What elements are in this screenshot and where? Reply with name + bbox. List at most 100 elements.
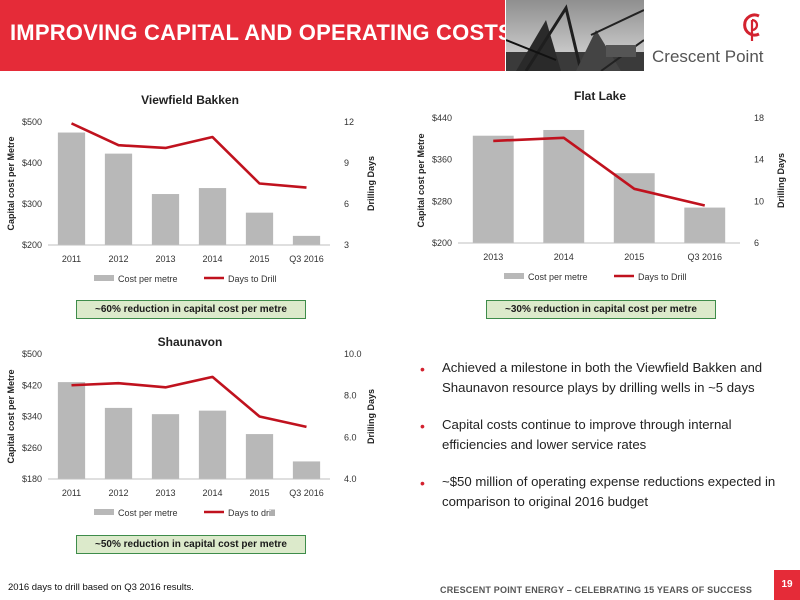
cost-bar (245, 212, 274, 245)
y-axis-label: Capital cost per Metre (6, 136, 16, 230)
cost-bar (613, 173, 655, 243)
cost-bar (104, 153, 133, 245)
bullet-item: • ~$50 million of operating expense reduc… (420, 472, 792, 512)
y2-tick-label: 9 (344, 158, 349, 168)
y-tick-label: $500 (22, 117, 42, 127)
cost-bar (292, 461, 321, 479)
cost-bar (472, 135, 514, 243)
shaunavon-chart: Shaunavon $180 $260 $340 $420 $500 4.0 6.0 8.0 10… (6, 335, 376, 518)
footer-tagline: CRESCENT POINT ENERGY – CELEBRATING 15 Y… (440, 585, 753, 595)
drilling-rig-photo (506, 0, 644, 71)
y2-tick-label: 18 (754, 113, 764, 123)
bullet-text: Capital costs continue to improve throug… (442, 417, 732, 452)
x-tick-label: 2011 (62, 488, 81, 498)
bullet-item: • Achieved a milestone in both the Viewfi… (420, 358, 792, 398)
x-tick-label: 2013 (483, 252, 503, 262)
bullet-text: ~$50 million of operating expense reduct… (442, 474, 776, 509)
y-tick-label: $200 (22, 240, 42, 250)
x-tick-label: 2014 (202, 488, 222, 498)
viewfield-bakken-chart: Viewfield Bakken $200 $300 $400 $500 3 6 9 12 Cap… (6, 93, 376, 284)
x-tick-label: Q3 2016 (289, 254, 324, 264)
legend-label: Cost per metre (118, 274, 178, 284)
chart-title: Shaunavon (158, 335, 223, 349)
y-tick-label: $400 (22, 158, 42, 168)
y2-tick-label: 6 (754, 238, 759, 248)
y-tick-label: $280 (432, 196, 452, 206)
y2-axis-label: Drilling Days (366, 389, 376, 444)
y2-tick-label: 6.0 (344, 432, 357, 442)
x-tick-label: 2015 (624, 252, 644, 262)
y-axis-label: Capital cost per Metre (6, 369, 16, 463)
cost-bar (684, 207, 726, 243)
legend-label: Days to drill (228, 508, 275, 518)
days-to-drill-line (70, 122, 307, 189)
cost-bar (57, 132, 86, 245)
bullet-list: • Achieved a milestone in both the Viewfi… (420, 358, 792, 529)
legend-label: Cost per metre (528, 272, 588, 282)
cost-bar (151, 194, 180, 245)
y-tick-label: $420 (22, 380, 42, 390)
x-tick-label: Q3 2016 (687, 252, 722, 262)
y2-tick-label: 12 (344, 117, 354, 127)
bullet-text: Achieved a milestone in both the Viewfie… (442, 360, 763, 395)
x-tick-label: 2012 (108, 254, 128, 264)
y-tick-label: $360 (432, 155, 452, 165)
y2-tick-label: 10 (754, 196, 764, 206)
chart-title: Viewfield Bakken (141, 93, 239, 107)
y-tick-label: $260 (22, 443, 42, 453)
chart-title: Flat Lake (574, 89, 626, 103)
x-tick-label: 2014 (554, 252, 574, 262)
cost-bar (151, 414, 180, 479)
y-tick-label: $200 (432, 238, 452, 248)
legend-bar-swatch (504, 273, 524, 279)
reduction-callout-shaunavon: ~50% reduction in capital cost per metre (76, 535, 306, 554)
x-tick-label: 2011 (62, 254, 81, 264)
y2-tick-label: 14 (754, 155, 764, 165)
legend-bar-swatch (94, 509, 114, 515)
x-tick-label: 2012 (108, 488, 128, 498)
bullet-dot-icon: • (420, 361, 425, 377)
y-tick-label: $180 (22, 474, 42, 484)
legend-label: Cost per metre (118, 508, 178, 518)
y2-tick-label: 4.0 (344, 474, 357, 484)
y2-axis-label: Drilling Days (366, 156, 376, 211)
x-tick-label: 2013 (155, 488, 175, 498)
cost-bar (198, 410, 227, 479)
footnote: 2016 days to drill based on Q3 2016 resu… (8, 582, 194, 593)
logo-text: Crescent Point (652, 47, 764, 66)
y-tick-label: $340 (22, 412, 42, 422)
cost-bar (245, 434, 274, 479)
x-tick-label: 2015 (249, 488, 269, 498)
reduction-callout-viewfield: ~60% reduction in capital cost per metre (76, 300, 306, 319)
bullet-dot-icon: • (420, 418, 425, 434)
y2-tick-label: 10.0 (344, 349, 362, 359)
legend-label: Days to Drill (638, 272, 687, 282)
x-tick-label: 2015 (249, 254, 269, 264)
x-tick-label: 2013 (155, 254, 175, 264)
x-tick-label: Q3 2016 (289, 488, 324, 498)
y-tick-label: $440 (432, 113, 452, 123)
y2-tick-label: 3 (344, 240, 349, 250)
y2-tick-label: 6 (344, 199, 349, 209)
crescent-point-logo-icon (743, 13, 760, 41)
days-to-drill-line (493, 136, 706, 207)
page-number: 19 (774, 570, 800, 600)
bullet-item: • Capital costs continue to improve throu… (420, 415, 792, 455)
y-tick-label: $500 (22, 349, 42, 359)
cost-bar (104, 407, 133, 479)
y2-tick-label: 8.0 (344, 391, 357, 401)
cost-bar (198, 188, 227, 245)
reduction-callout-flat-lake: ~30% reduction in capital cost per metre (486, 300, 716, 319)
page-title: IMPROVING CAPITAL AND OPERATING COSTS (10, 20, 513, 45)
y-axis-label: Capital cost per Metre (416, 133, 426, 227)
y-tick-label: $300 (22, 199, 42, 209)
legend-bar-swatch (94, 275, 114, 281)
legend-label: Days to Drill (228, 274, 277, 284)
bullet-dot-icon: • (420, 475, 425, 491)
days-to-drill-line (71, 375, 307, 429)
cost-bar (292, 235, 321, 245)
cost-bar (57, 382, 86, 479)
flat-lake-chart: Flat Lake $200 $280 $360 $440 6 10 14 18 Capital … (416, 89, 786, 282)
x-tick-label: 2014 (202, 254, 222, 264)
y2-axis-label: Drilling Days (776, 153, 786, 208)
